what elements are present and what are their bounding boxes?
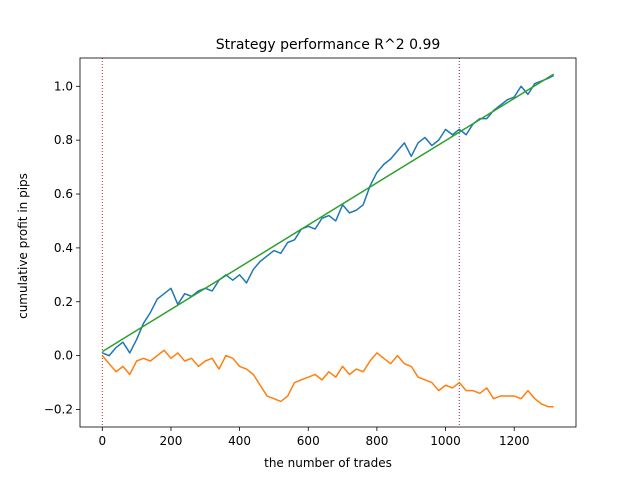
y-tick-label: 0.4	[54, 241, 73, 255]
y-axis-label: cumulative profit in pips	[16, 173, 30, 319]
y-tick-label: −0.2	[44, 402, 73, 416]
x-tick-label: 0	[98, 434, 106, 448]
x-tick-label: 1000	[430, 434, 461, 448]
plot-background	[80, 58, 576, 427]
y-tick-label: 0.0	[54, 349, 73, 363]
x-tick-label: 200	[160, 434, 183, 448]
x-tick-label: 800	[365, 434, 388, 448]
y-tick-label: 0.6	[54, 187, 73, 201]
chart-title: Strategy performance R^2 0.99	[216, 37, 441, 53]
x-tick-label: 400	[228, 434, 251, 448]
series-line-3	[101, 73, 555, 353]
series-layer	[101, 73, 555, 408]
series-line-2	[101, 349, 554, 408]
x-axis-label: the number of trades	[264, 456, 392, 470]
y-tick-label: 1.0	[54, 79, 73, 93]
plot-area	[80, 58, 576, 427]
x-tick-label: 600	[297, 434, 320, 448]
y-tick-label: 0.2	[54, 295, 73, 309]
x-tick-label: 1200	[499, 434, 530, 448]
y-tick-label: 0.8	[54, 133, 73, 147]
axes-frame	[79, 57, 577, 428]
axes-layer: 0 200 400 600 800 1000 1200 −0.2 0.0 0.2 0.4 0.6 0.8…	[44, 57, 577, 448]
